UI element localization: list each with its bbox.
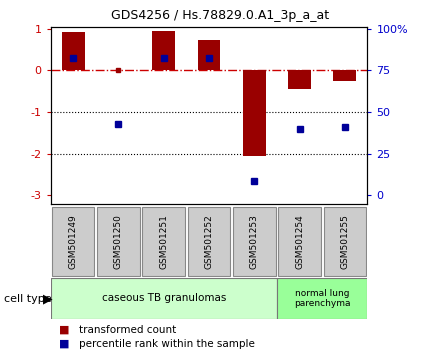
Bar [143,207,185,276]
Bar [243,70,266,156]
Text: ■: ■ [59,339,70,349]
Bar [97,207,140,276]
Bar [277,278,367,319]
Text: caseous TB granulomas: caseous TB granulomas [102,293,226,303]
Bar [323,207,366,276]
Bar [62,32,84,70]
Bar [152,31,175,70]
Bar [278,207,321,276]
Text: GDS4256 / Hs.78829.0.A1_3p_a_at: GDS4256 / Hs.78829.0.A1_3p_a_at [111,9,329,22]
Text: GSM501253: GSM501253 [250,214,259,269]
Bar [198,40,220,70]
Text: GSM501251: GSM501251 [159,214,168,269]
Text: ▶: ▶ [43,293,52,306]
Text: GSM501252: GSM501252 [205,214,213,269]
Text: percentile rank within the sample: percentile rank within the sample [79,339,255,349]
Text: cell type: cell type [4,294,52,304]
Text: transformed count: transformed count [79,325,176,335]
Text: GSM501249: GSM501249 [69,214,78,269]
Bar [188,207,230,276]
Bar [334,70,356,81]
Text: GSM501255: GSM501255 [340,214,349,269]
Bar [51,278,277,319]
Text: normal lung
parenchyma: normal lung parenchyma [294,289,350,308]
Bar [233,207,275,276]
Text: ■: ■ [59,325,70,335]
Bar [52,207,95,276]
Text: GSM501250: GSM501250 [114,214,123,269]
Bar [288,70,311,89]
Text: GSM501254: GSM501254 [295,214,304,269]
